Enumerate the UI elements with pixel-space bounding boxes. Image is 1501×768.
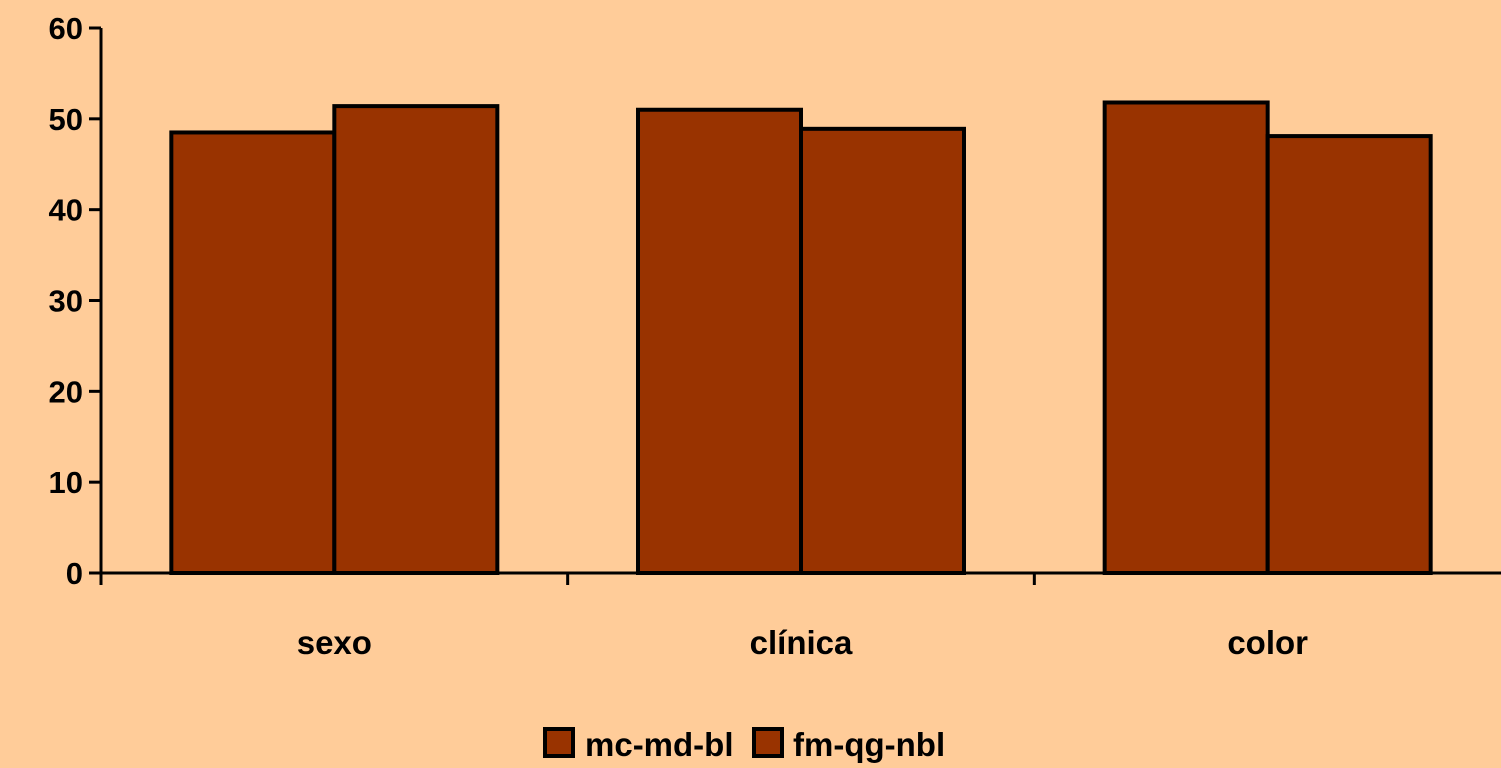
y-tick-label: 40 (49, 193, 83, 228)
legend-label-mc-md-bl: mc-md-bl (585, 726, 734, 763)
y-tick-label: 10 (49, 465, 83, 500)
bar-fm-qg-nbl-clínica (799, 126, 966, 575)
legend: mc-md-bl fm-qg-nbl (543, 726, 945, 763)
y-tick-label: 50 (49, 102, 83, 137)
x-category-label: color (1227, 624, 1308, 661)
bar-fm-qg-nbl-sexo (332, 104, 500, 575)
bar-mc-md-bl-sexo (169, 130, 337, 575)
y-tick-label: 20 (49, 374, 83, 409)
legend-label-fm-qg-nbl: fm-qg-nbl (793, 726, 945, 763)
legend-swatch-fm-qg-nbl (752, 727, 784, 758)
y-tick-label: 30 (49, 284, 83, 319)
legend-swatch-mc-md-bl (543, 727, 575, 758)
y-tick-label: 0 (66, 556, 83, 591)
bar-mc-md-bl-clínica (636, 107, 803, 575)
y-axis: 0 10 20 30 40 50 60 (49, 11, 103, 591)
bar-mc-md-bl-color (1102, 100, 1270, 575)
x-axis: sexo clínica color (89, 571, 1501, 661)
bar-fm-qg-nbl-color (1265, 134, 1433, 575)
x-category-label: clínica (750, 624, 853, 661)
y-tick-label: 60 (49, 11, 83, 46)
x-category-label: sexo (297, 624, 372, 661)
plot-area (169, 100, 1433, 575)
